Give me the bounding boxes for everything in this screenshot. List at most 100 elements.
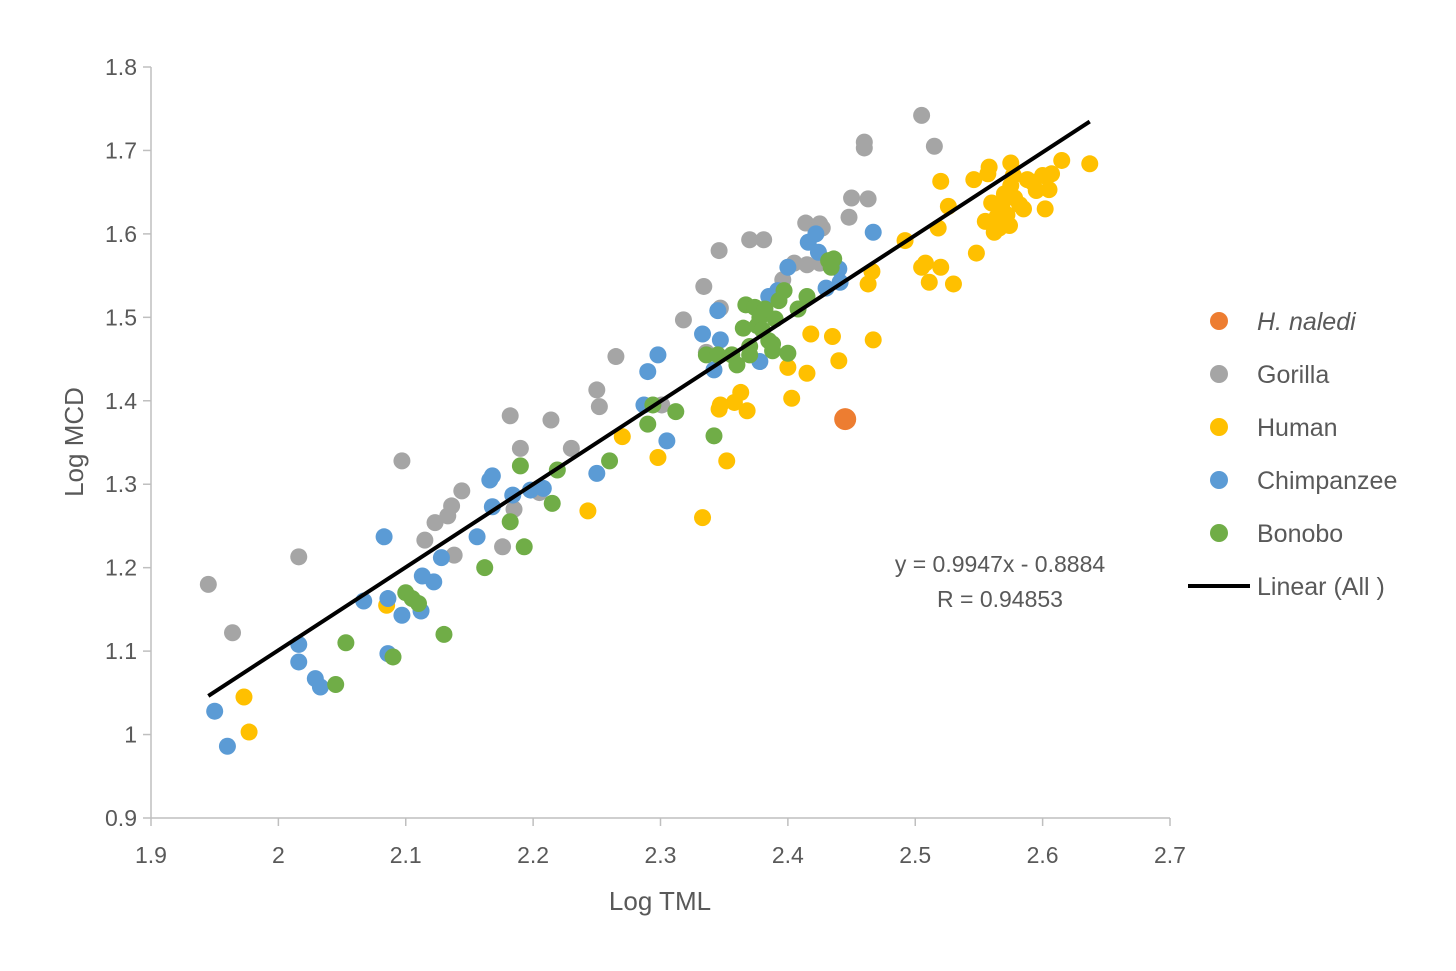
data-point-gorilla bbox=[674, 311, 692, 329]
data-point-human bbox=[579, 502, 597, 520]
data-point-gorilla bbox=[494, 538, 512, 556]
data-point-bonobo bbox=[501, 513, 519, 531]
data-point-bonobo bbox=[327, 675, 345, 693]
data-point-chimpanzee bbox=[807, 225, 825, 243]
data-point-human bbox=[1040, 181, 1058, 199]
data-point-human bbox=[932, 258, 950, 276]
x-tick-label: 2.4 bbox=[772, 842, 804, 868]
data-point-chimpanzee bbox=[694, 325, 712, 343]
data-point-chimpanzee bbox=[379, 590, 397, 608]
data-point-human bbox=[711, 396, 729, 414]
y-tick-label: 1 bbox=[124, 722, 137, 748]
data-point-bonobo bbox=[515, 538, 533, 556]
data-point-chimpanzee bbox=[375, 528, 393, 546]
data-point-chimpanzee bbox=[658, 432, 676, 450]
trendline-r-value: R = 0.94853 bbox=[937, 586, 1063, 612]
legend-label-chimpanzee: Chimpanzee bbox=[1257, 467, 1397, 495]
data-point-gorilla bbox=[416, 531, 434, 549]
y-tick-label: 1.1 bbox=[105, 638, 137, 664]
legend-marker-gorilla bbox=[1210, 365, 1228, 383]
data-point-chimpanzee bbox=[425, 573, 443, 591]
data-point-human bbox=[965, 171, 983, 189]
data-point-human bbox=[779, 358, 797, 376]
data-point-bonobo bbox=[543, 494, 561, 512]
data-point-gorilla bbox=[840, 208, 858, 226]
data-point-chimpanzee bbox=[206, 702, 224, 720]
legend-label-human: Human bbox=[1257, 414, 1338, 442]
data-point-gorilla bbox=[445, 546, 463, 564]
data-point-bonobo bbox=[734, 319, 752, 337]
x-tick-label: 2 bbox=[272, 842, 285, 868]
legend-label-h-naledi: H. naledi bbox=[1257, 308, 1357, 336]
y-tick-label: 1.4 bbox=[105, 388, 137, 414]
data-point-gorilla bbox=[607, 348, 625, 366]
data-point-human bbox=[1027, 181, 1045, 199]
data-point-gorilla bbox=[913, 106, 931, 124]
data-point-bonobo bbox=[409, 595, 427, 613]
data-point-gorilla bbox=[755, 231, 773, 249]
legend-marker-bonobo bbox=[1210, 524, 1228, 542]
data-point-human bbox=[1081, 155, 1099, 173]
y-tick-label: 1.8 bbox=[105, 54, 137, 80]
data-point-gorilla bbox=[511, 439, 529, 457]
data-point-human bbox=[944, 275, 962, 293]
data-point-human bbox=[694, 509, 712, 527]
x-tick-label: 2.5 bbox=[899, 842, 931, 868]
x-tick-label: 2.1 bbox=[390, 842, 422, 868]
axes: 1.9 2 2.1 2.2 2.3 2.4 2.5 2.6 2.7 0.9 1 1.1 1.2 1.3 1.… bbox=[105, 54, 1186, 868]
data-point-gorilla bbox=[542, 411, 560, 429]
data-point-gorilla bbox=[925, 137, 943, 155]
data-point-chimpanzee bbox=[864, 223, 882, 241]
data-point-gorilla bbox=[855, 139, 873, 157]
data-point-gorilla bbox=[588, 381, 606, 399]
legend-marker-human bbox=[1210, 418, 1228, 436]
legend-label-bonobo: Bonobo bbox=[1257, 520, 1343, 548]
data-point-human bbox=[932, 172, 950, 190]
data-point-human bbox=[732, 383, 750, 401]
data-point-human bbox=[649, 449, 667, 467]
data-point-bonobo bbox=[476, 559, 494, 577]
data-point-human bbox=[864, 331, 882, 349]
data-point-gorilla bbox=[859, 190, 877, 208]
data-point-human bbox=[1015, 200, 1033, 218]
data-point-human bbox=[1004, 166, 1022, 184]
x-tick-label: 2.6 bbox=[1027, 842, 1059, 868]
data-point-chimpanzee bbox=[468, 528, 486, 546]
data-point-gorilla bbox=[843, 189, 861, 207]
data-point-gorilla bbox=[501, 407, 519, 425]
data-point-chimpanzee bbox=[649, 346, 667, 364]
data-point-bonobo bbox=[337, 634, 355, 652]
data-point-bonobo bbox=[511, 457, 529, 475]
data-point-human bbox=[1001, 217, 1019, 235]
data-point-chimpanzee bbox=[779, 258, 797, 276]
data-point-human bbox=[920, 273, 938, 291]
data-point-human bbox=[798, 364, 816, 382]
y-tick-label: 0.9 bbox=[105, 805, 137, 831]
y-axis-title: Log MCD bbox=[59, 387, 89, 497]
trendline-layer bbox=[207, 119, 1091, 698]
x-axis-title: Log TML bbox=[609, 886, 711, 916]
y-tick-label: 1.6 bbox=[105, 221, 137, 247]
data-point-h-naledi bbox=[834, 408, 857, 431]
data-point-gorilla bbox=[695, 277, 713, 295]
data-point-gorilla bbox=[590, 398, 608, 416]
data-point-chimpanzee bbox=[432, 549, 450, 567]
data-point-bonobo bbox=[667, 403, 685, 421]
data-point-human bbox=[718, 452, 736, 470]
data-point-gorilla bbox=[224, 624, 242, 642]
data-point-human bbox=[830, 352, 848, 370]
data-point-chimpanzee bbox=[218, 737, 236, 755]
data-point-gorilla bbox=[710, 242, 728, 260]
x-tick-label: 2.3 bbox=[645, 842, 677, 868]
data-point-chimpanzee bbox=[483, 498, 501, 516]
data-point-gorilla bbox=[393, 452, 411, 470]
data-point-human bbox=[823, 328, 841, 346]
data-point-chimpanzee bbox=[711, 331, 729, 349]
x-tick-label: 2.7 bbox=[1154, 842, 1186, 868]
data-point-gorilla bbox=[453, 482, 471, 500]
y-tick-label: 1.2 bbox=[105, 555, 137, 581]
data-point-chimpanzee bbox=[639, 363, 657, 381]
trendline bbox=[207, 119, 1091, 698]
data-point-human bbox=[1053, 151, 1071, 169]
legend-label-trendline: Linear (All ) bbox=[1257, 573, 1385, 601]
